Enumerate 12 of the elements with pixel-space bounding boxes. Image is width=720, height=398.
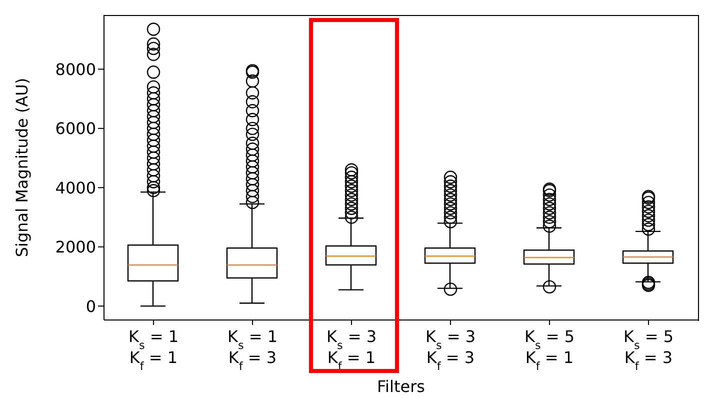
y-tick-label: 6000 <box>55 119 96 138</box>
x-tick-label: K$_{s}$ = 1 K$_{f}$ = 1 <box>128 327 179 372</box>
x-tick-label: K$_{s}$ = 5 K$_{f}$ = 3 <box>623 327 674 372</box>
y-tick-label: 0 <box>86 296 96 316</box>
y-axis-title: Signal Magnitude (AU) <box>12 78 32 258</box>
x-axis-title: Filters <box>377 377 425 396</box>
x-tick-label: K$_{s}$ = 3 K$_{f}$ = 3 <box>425 327 476 372</box>
y-tick-label: 2000 <box>55 238 96 257</box>
y-tick-label: 4000 <box>55 178 96 198</box>
x-tick-label: K$_{s}$ = 5 K$_{f}$ = 1 <box>524 327 575 372</box>
x-tick-label: K$_{s}$ = 1 K$_{f}$ = 3 <box>227 327 278 372</box>
y-tick-label: 8000 <box>55 60 96 79</box>
